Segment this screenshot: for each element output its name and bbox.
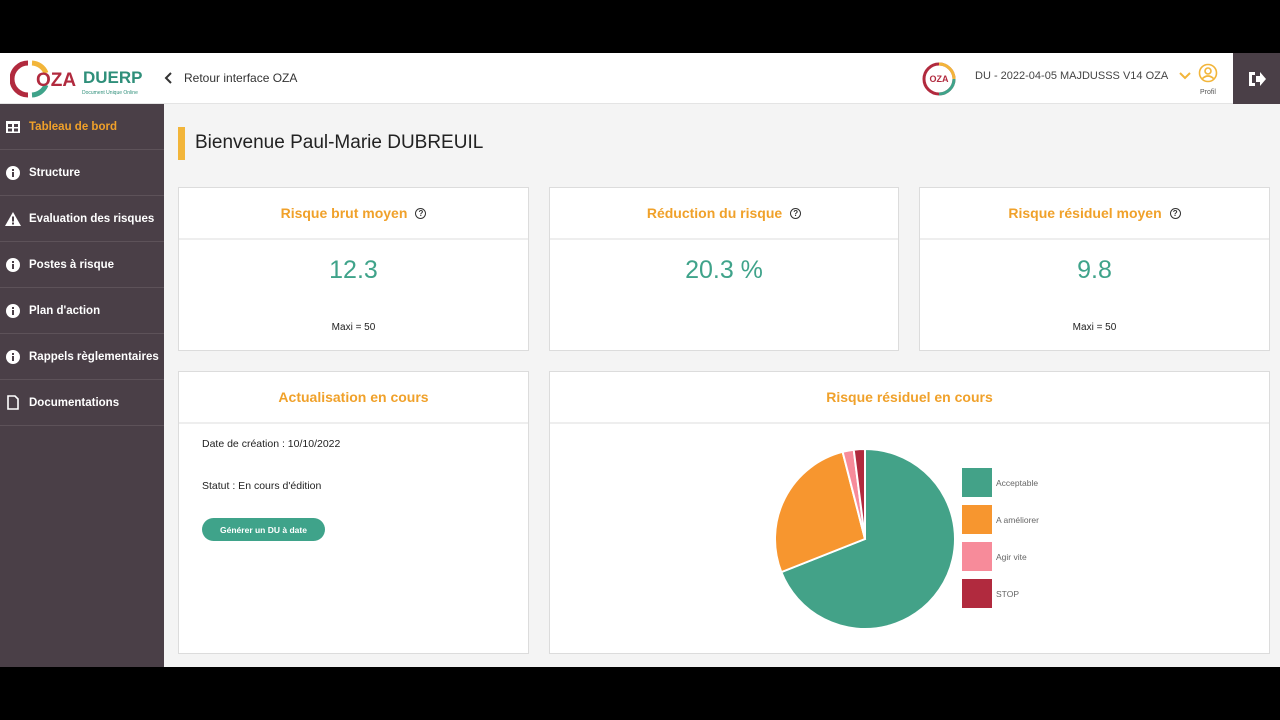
card-header: Risque résiduel moyen ? bbox=[920, 188, 1269, 240]
legend-swatch bbox=[962, 505, 992, 534]
pie-chart bbox=[774, 447, 956, 630]
residual-risk-chart-card: Risque résiduel en cours Acceptable A amé… bbox=[549, 371, 1270, 654]
kpi-value: 20.3 % bbox=[685, 256, 763, 284]
legend-swatch bbox=[962, 468, 992, 497]
sidebar-item-label: Documentations bbox=[29, 396, 120, 409]
card-title: Actualisation en cours bbox=[278, 389, 429, 405]
kpi-card-reduction: Réduction du risque ? 20.3 % bbox=[549, 187, 899, 351]
kpi-card-risque-brut: Risque brut moyen ? 12.3 Maxi = 50 bbox=[178, 187, 529, 351]
info-icon bbox=[5, 303, 21, 319]
sidebar-item-label: Postes à risque bbox=[29, 258, 115, 271]
status-text: Statut : En cours d'édition bbox=[202, 480, 322, 492]
legend-item[interactable]: STOP bbox=[962, 579, 1019, 608]
app-frame: OZA DUERP Document Unique Online Retour … bbox=[0, 53, 1280, 667]
sidebar-item-label: Rappels règlementaires bbox=[29, 350, 159, 363]
pie-slice-acceptable[interactable] bbox=[780, 447, 956, 630]
kpi-max: Maxi = 50 bbox=[331, 322, 376, 333]
pie-slice-a-am-liorer[interactable] bbox=[774, 450, 867, 574]
info-icon bbox=[5, 257, 21, 273]
help-icon[interactable]: ? bbox=[415, 207, 427, 219]
du-oza-logo: OZA bbox=[921, 61, 957, 97]
info-icon bbox=[5, 165, 21, 181]
sidebar-item-rappels[interactable]: Rappels règlementaires bbox=[0, 334, 164, 380]
legend-item[interactable]: Agir vite bbox=[962, 542, 1027, 571]
help-icon[interactable]: ? bbox=[790, 207, 802, 219]
chevron-left-icon bbox=[160, 69, 178, 87]
back-to-oza-link[interactable]: Retour interface OZA bbox=[160, 69, 297, 87]
actualisation-card: Actualisation en cours Date de création … bbox=[178, 371, 529, 654]
legend-swatch bbox=[962, 579, 992, 608]
logout-button[interactable] bbox=[1233, 53, 1280, 104]
sidebar-item-label: Tableau de bord bbox=[29, 120, 117, 133]
creation-date: Date de création : 10/10/2022 bbox=[202, 438, 341, 450]
card-header: Risque brut moyen ? bbox=[179, 188, 528, 240]
kpi-max: Maxi = 50 bbox=[1072, 322, 1117, 333]
sidebar-item-evaluation[interactable]: Evaluation des risques bbox=[0, 196, 164, 242]
legend-label: STOP bbox=[996, 588, 1019, 599]
sidebar-item-postes[interactable]: Postes à risque bbox=[0, 242, 164, 288]
title-accent-bar bbox=[178, 127, 185, 160]
sidebar: Tableau de bord Structure Evaluation des… bbox=[0, 104, 164, 667]
oza-duerp-logo[interactable]: OZA DUERP Document Unique Online bbox=[10, 59, 150, 99]
page-title: Bienvenue Paul-Marie DUBREUIL bbox=[195, 132, 484, 153]
card-title: Risque brut moyen bbox=[280, 205, 408, 221]
sidebar-item-label: Plan d'action bbox=[29, 304, 101, 317]
du-logo-text: OZA bbox=[930, 74, 949, 84]
chevron-down-icon bbox=[1178, 69, 1192, 83]
legend-label: Acceptable bbox=[996, 477, 1039, 488]
logo-oza-text: OZA bbox=[36, 70, 76, 91]
table-icon bbox=[5, 119, 21, 135]
card-header: Risque résiduel en cours bbox=[550, 372, 1269, 424]
card-title: Réduction du risque bbox=[646, 205, 783, 221]
card-header: Actualisation en cours bbox=[179, 372, 528, 424]
info-icon bbox=[5, 349, 21, 365]
logout-icon bbox=[1248, 71, 1266, 86]
document-icon bbox=[5, 395, 21, 411]
sidebar-item-plan-action[interactable]: Plan d'action bbox=[0, 288, 164, 334]
legend-label: Agir vite bbox=[996, 551, 1027, 562]
sidebar-item-tableau-de-bord[interactable]: Tableau de bord bbox=[0, 104, 164, 150]
sidebar-item-documentations[interactable]: Documentations bbox=[0, 380, 164, 426]
generate-du-button[interactable]: Générer un DU à date bbox=[202, 518, 325, 541]
profile-button[interactable]: Profil bbox=[1196, 63, 1220, 96]
sidebar-item-structure[interactable]: Structure bbox=[0, 150, 164, 196]
user-icon bbox=[1198, 63, 1218, 83]
card-title: Risque résiduel moyen bbox=[1008, 205, 1162, 221]
back-link-label: Retour interface OZA bbox=[184, 71, 298, 85]
legend-item[interactable]: A améliorer bbox=[962, 505, 1039, 534]
card-header: Réduction du risque ? bbox=[550, 188, 898, 240]
logo-duerp-text: DUERP bbox=[83, 68, 143, 87]
sidebar-item-label: Evaluation des risques bbox=[29, 212, 155, 225]
du-version-select[interactable]: DU - 2022-04-05 MAJDUSSS V14 OZA bbox=[975, 69, 1192, 83]
logo-tagline: Document Unique Online bbox=[82, 90, 138, 96]
top-header: OZA DUERP Document Unique Online Retour … bbox=[0, 53, 1280, 104]
pie-slice-stop[interactable] bbox=[852, 447, 866, 540]
chart-title: Risque résiduel en cours bbox=[826, 389, 993, 405]
help-icon[interactable]: ? bbox=[1169, 207, 1181, 219]
sidebar-item-label: Structure bbox=[29, 166, 81, 179]
kpi-card-risque-residuel: Risque résiduel moyen ? 9.8 Maxi = 50 bbox=[919, 187, 1270, 351]
legend-label: A améliorer bbox=[996, 514, 1039, 525]
legend-item[interactable]: Acceptable bbox=[962, 468, 1038, 497]
kpi-value: 12.3 bbox=[329, 256, 378, 284]
profile-label: Profil bbox=[1200, 89, 1216, 96]
du-version-value: DU - 2022-04-05 MAJDUSSS V14 OZA bbox=[975, 70, 1169, 82]
kpi-value: 9.8 bbox=[1077, 256, 1112, 284]
legend-swatch bbox=[962, 542, 992, 571]
warning-icon bbox=[5, 211, 21, 227]
